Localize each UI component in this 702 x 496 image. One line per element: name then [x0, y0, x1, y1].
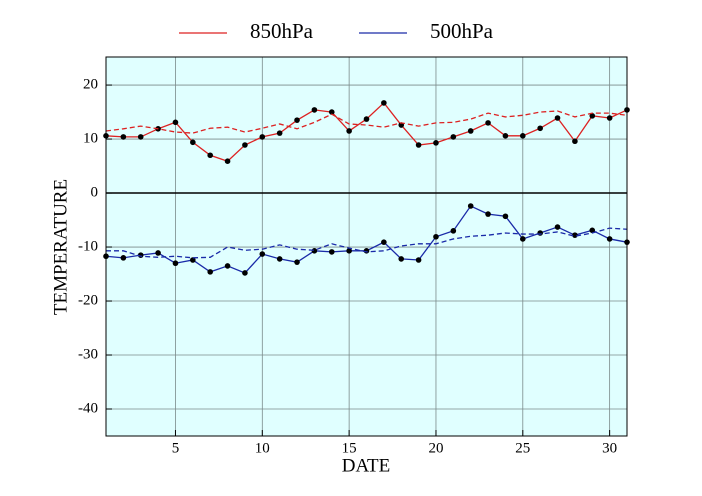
- point: [190, 257, 196, 263]
- y-axis-label: TEMPERATURE: [50, 179, 71, 315]
- y-tick-label: -40: [78, 400, 98, 416]
- point: [155, 250, 161, 256]
- y-tick-label: -20: [78, 292, 98, 308]
- plot-frame: [105, 56, 628, 437]
- dashed-line: [106, 227, 628, 259]
- point: [172, 119, 179, 126]
- x-tick-label: 10: [255, 440, 270, 456]
- point: [328, 249, 335, 255]
- y-tick-label: -10: [78, 238, 98, 254]
- point: [381, 100, 387, 106]
- point: [537, 230, 543, 236]
- y-tick-label: 20: [83, 77, 98, 93]
- point: [311, 248, 318, 254]
- point: [450, 228, 457, 234]
- point: [311, 107, 318, 113]
- y-tick-label: 0: [91, 184, 99, 200]
- point: [346, 248, 352, 254]
- point: [467, 128, 474, 134]
- point: [120, 255, 127, 261]
- point: [294, 259, 300, 265]
- point: [589, 227, 596, 234]
- x-tick-label: 5: [172, 440, 180, 456]
- point: [606, 115, 613, 121]
- point: [172, 260, 179, 267]
- point: [328, 109, 335, 115]
- point: [485, 211, 491, 217]
- point: [554, 115, 561, 121]
- plot-background: [106, 57, 627, 436]
- point: [415, 257, 422, 263]
- point: [415, 142, 422, 148]
- point: [242, 142, 248, 148]
- point: [485, 120, 491, 126]
- point: [572, 138, 578, 145]
- point: [502, 213, 509, 220]
- point: [276, 256, 283, 262]
- point: [502, 133, 509, 139]
- point: [242, 270, 248, 276]
- point: [207, 269, 213, 275]
- point: [120, 134, 127, 140]
- point: [606, 236, 613, 242]
- point: [554, 224, 561, 230]
- x-tick-label: 25: [515, 440, 530, 456]
- point: [398, 256, 405, 262]
- point: [589, 113, 596, 119]
- y-tick-label: -30: [78, 346, 98, 362]
- point: [537, 125, 543, 132]
- point: [294, 117, 300, 123]
- x-tick-label: 15: [342, 440, 357, 456]
- point: [346, 128, 352, 134]
- x-tick-label: 30: [602, 440, 617, 456]
- point: [467, 203, 474, 209]
- legend-label: 500hPa: [430, 19, 494, 43]
- x-tick-label: 20: [428, 440, 443, 456]
- point: [363, 116, 370, 122]
- point: [450, 134, 457, 140]
- point: [433, 233, 439, 240]
- point: [276, 130, 283, 136]
- point: [433, 140, 439, 146]
- point: [224, 263, 231, 269]
- point: [259, 251, 266, 257]
- point: [259, 134, 266, 140]
- point: [190, 139, 196, 146]
- point: [520, 236, 526, 242]
- x-axis-label: DATE: [342, 455, 391, 476]
- y-tick-label: 10: [83, 131, 98, 147]
- legend-label: 850hPa: [250, 19, 314, 43]
- point: [224, 158, 231, 164]
- point: [381, 239, 387, 245]
- point: [137, 134, 144, 140]
- point: [520, 133, 526, 139]
- point: [207, 152, 213, 159]
